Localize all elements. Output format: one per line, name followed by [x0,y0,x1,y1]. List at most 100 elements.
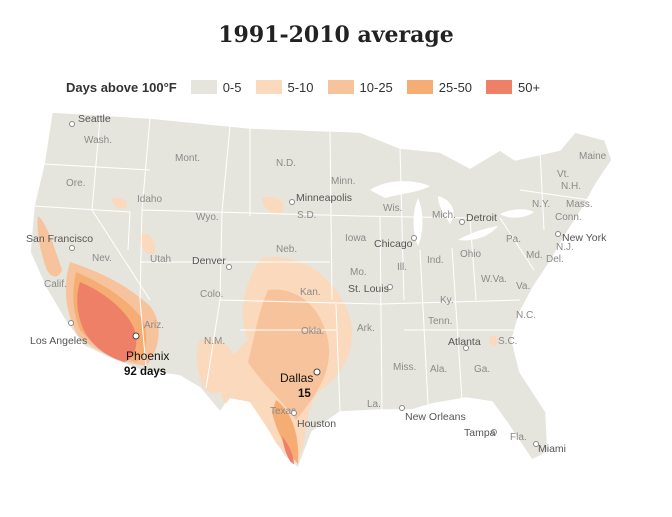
state-label: Tenn. [428,316,452,327]
state-label: Mont. [175,153,200,164]
city-label: Atlanta [448,336,481,348]
lake-huron [438,196,454,224]
state-label: Va. [516,281,530,292]
lake-superior [370,181,430,198]
heat-zone-central-valley [37,216,62,277]
heat-zone-phoenix [77,282,137,362]
state-label: N.M. [204,336,225,347]
state-label: Ga. [474,364,490,375]
phoenix-label: Phoenix [126,349,169,363]
city-label: Seattle [78,113,111,125]
phoenix-marker [132,332,140,340]
state-label: Del. [546,254,564,265]
legend-swatch [255,80,282,94]
state-label: Nev. [92,253,112,264]
legend-item-5-10: 5-10 [255,79,314,95]
lake-michigan [413,198,423,246]
state-label: Maine [579,151,607,162]
highlight-phoenix: Phoenix 92 days [124,332,169,378]
state-label: Wyo. [196,212,219,223]
legend-swatch [406,80,433,94]
city-marker [226,264,232,270]
state-label: Vt. [557,169,569,180]
state-label: Calif. [44,279,67,290]
state-label: Fla. [510,432,527,443]
city-label: San Francisco [26,233,93,245]
city-marker [69,121,75,127]
state-label: Ind. [427,255,444,266]
state-label: Ariz. [144,320,164,331]
state-label: Ark. [357,323,375,334]
city-marker [68,320,74,326]
city-marker [387,284,393,290]
state-label: Minn. [331,176,355,187]
legend-item-10-25: 10-25 [327,79,393,95]
city-label: New York [562,232,607,244]
dallas-marker [313,368,321,376]
legend-label: 10-25 [359,79,393,95]
state-label: Wash. [84,135,112,146]
state-label: Pa. [506,234,521,245]
state-labels: Wash. Ore. Calif. Nev. Idaho Mont. Wyo. … [44,135,607,443]
dallas-value: 15 [298,388,311,400]
heat-zone-rio-grande [282,436,294,466]
city-marker [411,235,417,241]
state-label: Ky. [440,295,454,306]
state-label: Okla. [301,326,324,337]
state-label: S.C. [498,336,517,347]
us-heat-map: Wash. Ore. Calif. Nev. Idaho Mont. Wyo. … [26,111,613,470]
city-label: Chicago [374,238,413,250]
city-marker [399,405,405,411]
city-marker [459,219,465,225]
city-marker [289,199,295,205]
state-label: N.H. [561,181,581,192]
state-label: Texas [270,406,296,417]
state-label: N.C. [516,310,536,321]
legend-label: 5-10 [287,79,314,95]
state-label: N.Y. [532,199,550,210]
legend-swatch [486,80,513,94]
state-label: Ill. [397,262,407,273]
city-marker [463,345,469,351]
city-label: New Orleans [405,411,466,423]
state-label: Ala. [430,364,447,375]
legend-item-50-plus: 50+ [486,80,540,95]
state-label: W.Va. [481,274,507,285]
state-label: Utah [150,254,171,265]
state-label: Mich. [432,210,456,221]
city-marker [555,231,561,237]
state-borders [33,117,591,413]
legend-label: 50+ [518,79,541,95]
city-label: St. Louis [348,283,389,295]
heat-zone-sd [262,196,284,214]
state-label: Wis. [383,203,402,214]
city-label: Miami [538,443,566,455]
city-label: Los Angeles [30,335,87,347]
heat-zone-south-texas [272,400,299,464]
heat-zone-utah [139,233,156,255]
city-marker [291,410,297,416]
heat-zone-texas-mid [248,289,330,420]
legend-label: 25-50 [438,79,473,95]
map-title: 1991-2010 average [218,22,454,48]
phoenix-value: 92 days [124,366,166,378]
city-label: Denver [192,255,226,267]
legend-item-0-5: 0-5 [190,79,242,95]
state-label: Mass. [566,199,593,210]
legend-label: 0-5 [222,79,242,95]
city-labels: Seattle San Francisco Los Angeles Denver… [26,113,607,455]
state-label: Miss. [393,362,416,373]
heat-zone-sc [489,335,498,346]
city-marker [491,429,497,435]
state-label: Iowa [345,233,367,244]
state-label: Kan. [300,287,321,298]
state-label: Ore. [66,178,85,189]
state-label: Neb. [276,244,297,255]
heat-zone-idaho [112,197,128,209]
dallas-label: Dallas [280,371,313,385]
city-marker [69,245,75,251]
highlight-dallas: Dallas 15 [280,368,321,400]
state-label: La. [367,399,381,410]
state-label: Mo. [350,267,367,278]
legend: Days above 100°F 0-5 5-10 10-25 25-50 50… [66,78,554,96]
